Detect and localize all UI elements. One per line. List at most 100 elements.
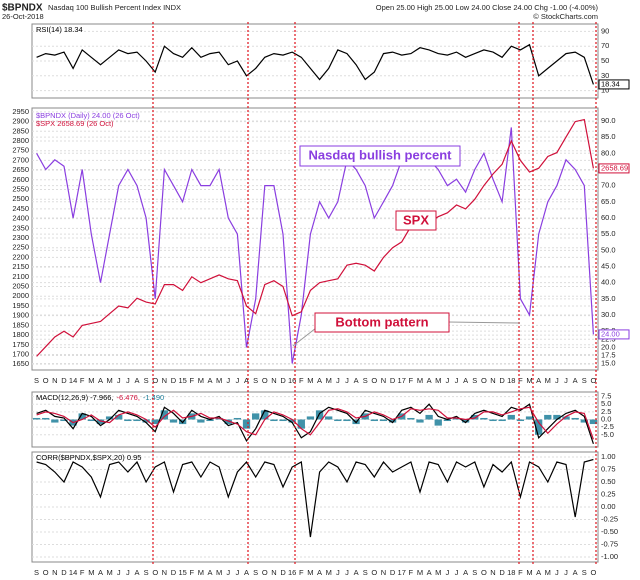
quote: Open 25.00 High 25.00 Low 24.00 Close 24… bbox=[376, 3, 599, 12]
ticker: $BPNDX bbox=[2, 3, 43, 14]
x-tick-label: M bbox=[307, 376, 313, 385]
x-tick-label: M bbox=[545, 376, 551, 385]
x-tick-label: S bbox=[144, 568, 149, 577]
x-tick-label: D bbox=[499, 376, 505, 385]
x-tick-label: A bbox=[317, 376, 322, 385]
x-tick-label: 16 bbox=[288, 568, 296, 577]
x-tick-label: O bbox=[481, 568, 487, 577]
y-tick-label: 2200 bbox=[12, 252, 29, 261]
x-tick-label: O bbox=[43, 376, 49, 385]
x-tick-label: J bbox=[455, 376, 459, 385]
x-tick-label: S bbox=[472, 568, 477, 577]
y-tick-label: -0.50 bbox=[601, 527, 618, 536]
y-tick-label: 1650 bbox=[12, 359, 29, 368]
x-tick-label: N bbox=[52, 568, 57, 577]
y-tick-label: 2750 bbox=[12, 146, 29, 155]
x-tick-label: F bbox=[409, 568, 414, 577]
y-tick-label: 10 bbox=[601, 86, 609, 95]
x-tick-label: O bbox=[262, 568, 268, 577]
x-tick-label: N bbox=[162, 376, 167, 385]
x-tick-label: M bbox=[526, 568, 532, 577]
end-label-box bbox=[598, 79, 630, 90]
x-tick-label: S bbox=[582, 376, 587, 385]
x-tick-label: F bbox=[80, 568, 85, 577]
legend-entry: -6.476, bbox=[117, 393, 140, 402]
histogram-bar bbox=[224, 419, 232, 425]
x-tick-label: 14 bbox=[69, 376, 77, 385]
histogram-bar bbox=[471, 414, 479, 420]
x-tick-label: A bbox=[98, 568, 103, 577]
x-tick-label: J bbox=[345, 376, 349, 385]
x-tick-label: 18 bbox=[507, 376, 515, 385]
x-tick-label: M bbox=[417, 376, 423, 385]
y-tick-label: -1.00 bbox=[601, 552, 618, 561]
y-tick-label: 0.75 bbox=[601, 464, 616, 473]
x-tick-label: M bbox=[88, 376, 94, 385]
x-tick-label: 15 bbox=[178, 376, 186, 385]
x-tick-label: J bbox=[345, 568, 349, 577]
y-tick-label: 2150 bbox=[12, 262, 29, 271]
x-tick-label: J bbox=[117, 568, 121, 577]
y-tick-label: 2600 bbox=[12, 175, 29, 184]
x-tick-label: S bbox=[34, 568, 39, 577]
x-tick-label: J bbox=[555, 568, 559, 577]
x-tick-label: A bbox=[536, 376, 541, 385]
x-tick-label: S bbox=[253, 568, 258, 577]
x-tick-label: F bbox=[518, 376, 523, 385]
x-tick-label: D bbox=[390, 568, 396, 577]
x-tick-label: D bbox=[280, 376, 286, 385]
x-tick-label: O bbox=[43, 568, 49, 577]
x-tick-label: S bbox=[34, 376, 39, 385]
end-label-box bbox=[598, 163, 630, 174]
x-tick-label: D bbox=[171, 376, 177, 385]
x-tick-label: M bbox=[545, 568, 551, 577]
subtitle: Nasdaq 100 Bullish Percent Index INDX bbox=[48, 3, 181, 12]
histogram-bar bbox=[325, 416, 333, 420]
x-tick-label: M bbox=[106, 376, 112, 385]
end-label: 2658.69 bbox=[601, 163, 628, 172]
x-tick-label: M bbox=[88, 568, 94, 577]
y-tick-label: 1900 bbox=[12, 311, 29, 320]
histogram-bar bbox=[252, 413, 260, 420]
annotations: Nasdaq bullish percent SPX Bottom patter… bbox=[292, 145, 521, 347]
histogram-bar bbox=[452, 417, 461, 420]
histogram-bar bbox=[124, 419, 132, 422]
series-line bbox=[36, 127, 594, 364]
y-tick-label: 0.25 bbox=[601, 489, 616, 498]
legend-entry: $BPNDX (Daily) 24.00 (26 Oct) bbox=[36, 111, 140, 120]
x-tick-label: 14 bbox=[69, 568, 77, 577]
y-tick-label: 2900 bbox=[12, 117, 29, 126]
legend-entry: MACD(12,26,9) -7.966, bbox=[36, 393, 114, 402]
histogram-bar bbox=[334, 419, 342, 422]
series-line bbox=[36, 406, 594, 440]
x-tick-label: M bbox=[435, 376, 441, 385]
x-tick-label: J bbox=[226, 568, 230, 577]
x-tick-label: M bbox=[106, 568, 112, 577]
x-tick-label: J bbox=[445, 376, 449, 385]
y-tick-label: 80.0 bbox=[601, 148, 616, 157]
histogram-bar bbox=[169, 419, 178, 423]
histogram-bar bbox=[544, 414, 552, 420]
y-tick-label: 2050 bbox=[12, 282, 29, 291]
x-tick-label: D bbox=[171, 568, 177, 577]
x-tick-label: F bbox=[299, 376, 304, 385]
x-tick-label: S bbox=[582, 568, 587, 577]
x-tick-label: A bbox=[427, 376, 432, 385]
arrow bbox=[447, 321, 521, 324]
x-tick-label: M bbox=[326, 376, 332, 385]
x-tick-label: F bbox=[409, 376, 414, 385]
x-tick-label: A bbox=[463, 568, 468, 577]
y-tick-label: -2.5 bbox=[601, 422, 614, 431]
x-tick-label: A bbox=[354, 376, 359, 385]
y-tick-label: 45.0 bbox=[601, 261, 616, 270]
legend-entry: CORR($BPNDX,$SPX,20) 0.95 bbox=[36, 453, 141, 462]
x-tick-label: O bbox=[481, 376, 487, 385]
x-tick-label: N bbox=[381, 568, 386, 577]
x-tick-label: F bbox=[80, 376, 85, 385]
y-tick-label: 5.0 bbox=[601, 399, 611, 408]
series-line bbox=[36, 118, 594, 357]
end-label: 24.00 bbox=[601, 329, 620, 338]
y-tick-label: 90.0 bbox=[601, 116, 616, 125]
y-tick-label: 1950 bbox=[12, 301, 29, 310]
